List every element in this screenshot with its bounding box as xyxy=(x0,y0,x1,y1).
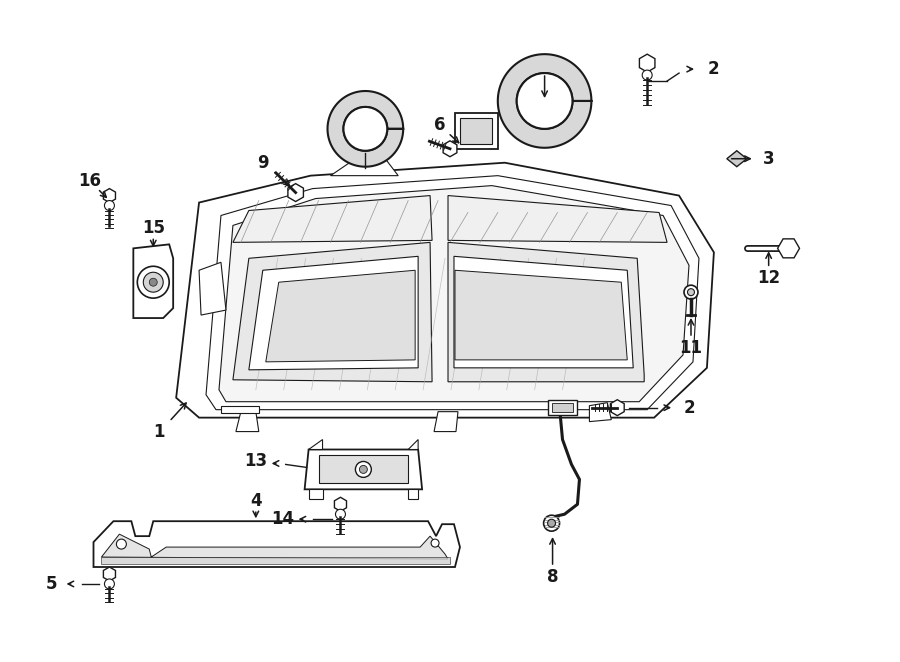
Polygon shape xyxy=(104,189,115,203)
Circle shape xyxy=(517,73,572,129)
Polygon shape xyxy=(590,402,611,422)
Circle shape xyxy=(356,461,372,477)
Text: 8: 8 xyxy=(547,568,558,586)
Polygon shape xyxy=(460,118,491,144)
Polygon shape xyxy=(219,185,689,402)
Text: 6: 6 xyxy=(435,116,446,134)
Polygon shape xyxy=(328,91,403,167)
Circle shape xyxy=(431,539,439,547)
Circle shape xyxy=(104,579,114,589)
Polygon shape xyxy=(236,412,259,432)
Text: 2: 2 xyxy=(683,399,695,416)
Circle shape xyxy=(344,107,387,151)
Polygon shape xyxy=(552,402,573,412)
Polygon shape xyxy=(288,183,303,201)
Polygon shape xyxy=(547,400,578,414)
Polygon shape xyxy=(454,256,634,368)
Circle shape xyxy=(149,278,158,286)
Text: 5: 5 xyxy=(46,575,58,593)
Polygon shape xyxy=(233,195,432,242)
Polygon shape xyxy=(102,534,448,559)
Circle shape xyxy=(138,266,169,298)
Polygon shape xyxy=(409,440,419,449)
Polygon shape xyxy=(455,270,627,360)
Text: 14: 14 xyxy=(271,510,294,528)
Circle shape xyxy=(684,285,698,299)
Circle shape xyxy=(336,509,346,519)
Polygon shape xyxy=(233,242,432,382)
Circle shape xyxy=(359,465,367,473)
Polygon shape xyxy=(498,54,591,148)
Polygon shape xyxy=(639,54,655,72)
Circle shape xyxy=(104,201,114,211)
Circle shape xyxy=(116,539,126,549)
Polygon shape xyxy=(176,163,714,418)
Polygon shape xyxy=(727,151,747,167)
Polygon shape xyxy=(455,113,498,149)
Polygon shape xyxy=(304,449,422,489)
Bar xyxy=(221,406,259,412)
Text: 1: 1 xyxy=(154,422,165,441)
Text: 12: 12 xyxy=(757,269,780,287)
Polygon shape xyxy=(94,521,460,567)
Circle shape xyxy=(547,519,555,527)
Polygon shape xyxy=(102,557,450,564)
Text: 16: 16 xyxy=(78,171,101,189)
Polygon shape xyxy=(319,455,409,483)
Polygon shape xyxy=(443,141,457,157)
Polygon shape xyxy=(448,242,644,382)
Polygon shape xyxy=(448,195,667,242)
Polygon shape xyxy=(104,567,115,581)
Polygon shape xyxy=(248,256,418,370)
Polygon shape xyxy=(610,400,625,416)
Polygon shape xyxy=(309,440,322,449)
Text: 7: 7 xyxy=(539,54,551,72)
Text: 9: 9 xyxy=(257,154,268,171)
Polygon shape xyxy=(330,159,398,175)
Text: 15: 15 xyxy=(142,219,165,238)
Text: 3: 3 xyxy=(763,150,775,167)
Circle shape xyxy=(544,515,560,531)
Polygon shape xyxy=(434,412,458,432)
Text: 4: 4 xyxy=(250,493,262,510)
Polygon shape xyxy=(133,244,173,318)
Circle shape xyxy=(688,289,695,296)
Polygon shape xyxy=(409,489,419,499)
Text: 13: 13 xyxy=(244,452,267,471)
Circle shape xyxy=(143,272,163,292)
Polygon shape xyxy=(309,489,322,499)
Polygon shape xyxy=(335,497,346,511)
Text: 11: 11 xyxy=(680,339,703,357)
Polygon shape xyxy=(206,175,699,410)
Circle shape xyxy=(643,70,652,80)
Text: 2: 2 xyxy=(708,60,720,78)
Polygon shape xyxy=(266,270,415,362)
Text: 10: 10 xyxy=(341,134,364,152)
Polygon shape xyxy=(778,239,799,258)
Polygon shape xyxy=(199,262,226,315)
